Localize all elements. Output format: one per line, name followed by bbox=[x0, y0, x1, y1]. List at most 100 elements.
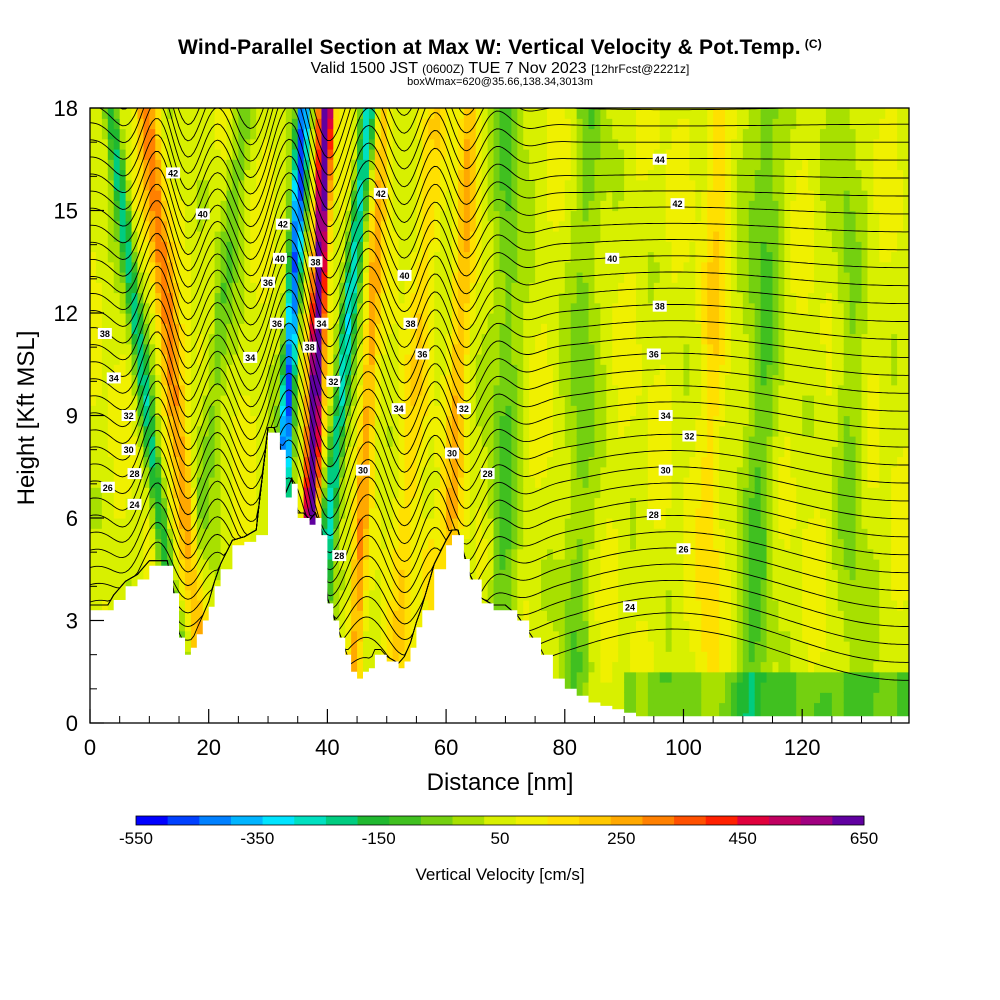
velocity-cell bbox=[469, 138, 477, 150]
velocity-cell bbox=[552, 302, 560, 314]
velocity-cell bbox=[541, 579, 548, 591]
velocity-cell bbox=[291, 477, 299, 488]
velocity-cell bbox=[481, 436, 489, 447]
velocity-cell bbox=[137, 118, 145, 130]
velocity-cell bbox=[541, 610, 548, 622]
velocity-cell bbox=[434, 538, 441, 550]
velocity-cell bbox=[155, 384, 162, 396]
velocity-cell bbox=[523, 138, 530, 150]
velocity-cell bbox=[576, 118, 584, 130]
velocity-cell bbox=[161, 518, 168, 529]
velocity-cell bbox=[315, 179, 323, 191]
velocity-cell bbox=[481, 548, 489, 560]
velocity-cell bbox=[279, 405, 287, 417]
velocity-cell bbox=[101, 169, 109, 181]
velocity-cell bbox=[541, 108, 548, 119]
velocity-cell bbox=[149, 261, 156, 273]
velocity-cell bbox=[208, 210, 216, 222]
velocity-cell bbox=[155, 128, 162, 140]
velocity-cell bbox=[475, 149, 483, 160]
velocity-cell bbox=[404, 405, 412, 417]
velocity-cell bbox=[238, 302, 245, 314]
velocity-cell bbox=[173, 272, 180, 283]
velocity-cell bbox=[226, 343, 234, 355]
velocity-cell bbox=[428, 190, 435, 201]
velocity-cell bbox=[173, 220, 180, 232]
velocity-cell bbox=[137, 364, 145, 376]
velocity-cell bbox=[339, 415, 346, 427]
velocity-cell bbox=[90, 579, 97, 591]
velocity-cell bbox=[226, 261, 234, 273]
velocity-cell bbox=[262, 169, 269, 181]
velocity-cell bbox=[208, 323, 216, 335]
velocity-cell bbox=[143, 241, 150, 253]
velocity-cell bbox=[457, 425, 465, 437]
velocity-cell bbox=[546, 610, 554, 622]
velocity-cell bbox=[481, 395, 489, 406]
velocity-cell bbox=[416, 169, 423, 181]
velocity-cell bbox=[327, 436, 334, 447]
velocity-cell bbox=[167, 364, 174, 376]
velocity-cell bbox=[196, 405, 204, 417]
velocity-cell bbox=[232, 108, 239, 119]
velocity-cell bbox=[564, 313, 572, 324]
velocity-cell bbox=[101, 559, 109, 570]
velocity-cell bbox=[552, 179, 560, 191]
velocity-cell bbox=[541, 343, 548, 355]
velocity-cell bbox=[113, 364, 121, 376]
velocity-cell bbox=[202, 190, 210, 201]
velocity-cell bbox=[493, 313, 501, 324]
velocity-cell bbox=[149, 159, 156, 171]
velocity-cell bbox=[149, 118, 156, 130]
velocity-cell bbox=[541, 641, 548, 652]
velocity-cell bbox=[469, 384, 477, 396]
velocity-cell bbox=[440, 108, 447, 119]
velocity-cell bbox=[410, 538, 418, 550]
velocity-cell bbox=[457, 200, 465, 212]
velocity-cell bbox=[552, 405, 560, 417]
velocity-cell bbox=[368, 231, 376, 242]
velocity-cell bbox=[95, 210, 103, 222]
velocity-cell bbox=[363, 169, 370, 181]
velocity-cell bbox=[179, 600, 186, 611]
velocity-cell bbox=[297, 241, 305, 253]
velocity-cell bbox=[220, 118, 228, 130]
velocity-cell bbox=[457, 292, 465, 304]
velocity-cell bbox=[351, 518, 358, 529]
velocity-cell bbox=[137, 261, 145, 273]
velocity-cell bbox=[161, 210, 168, 222]
velocity-cell bbox=[487, 292, 495, 304]
velocity-cell bbox=[493, 343, 501, 355]
velocity-cell bbox=[345, 190, 352, 201]
velocity-cell bbox=[523, 282, 530, 294]
velocity-cell bbox=[196, 620, 204, 632]
velocity-cell bbox=[481, 569, 489, 581]
velocity-cell bbox=[499, 292, 507, 304]
velocity-cell bbox=[541, 323, 548, 335]
velocity-cell bbox=[173, 118, 180, 130]
velocity-cell bbox=[398, 159, 406, 171]
velocity-cell bbox=[546, 405, 554, 417]
velocity-cell bbox=[208, 149, 216, 160]
velocity-cell bbox=[101, 128, 109, 140]
velocity-cell bbox=[487, 282, 495, 294]
velocity-cell bbox=[95, 302, 103, 314]
velocity-cell bbox=[309, 323, 317, 335]
velocity-cell bbox=[499, 446, 507, 458]
velocity-cell bbox=[220, 292, 228, 304]
velocity-cell bbox=[184, 384, 192, 396]
velocity-cell bbox=[457, 220, 465, 232]
velocity-cell bbox=[214, 466, 222, 478]
velocity-cell bbox=[90, 241, 97, 253]
velocity-cell bbox=[101, 538, 109, 550]
velocity-cell bbox=[511, 210, 518, 222]
velocity-cell bbox=[368, 579, 376, 591]
velocity-cell bbox=[90, 364, 97, 376]
velocity-cell bbox=[131, 528, 139, 540]
velocity-cell bbox=[392, 138, 400, 150]
velocity-cell bbox=[457, 466, 465, 478]
velocity-cell bbox=[208, 415, 216, 427]
velocity-cell bbox=[517, 610, 524, 622]
velocity-cell bbox=[529, 548, 536, 560]
velocity-cell bbox=[434, 333, 441, 345]
